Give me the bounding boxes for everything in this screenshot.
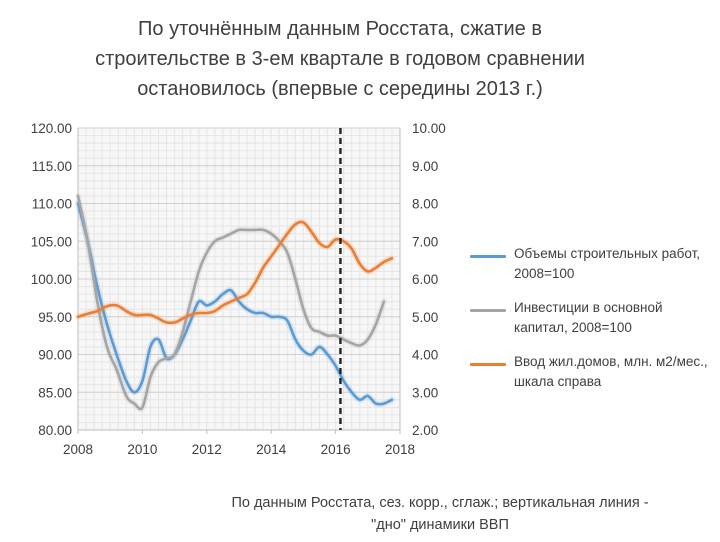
y-right-tick-label: 9.00 [412, 159, 438, 174]
source-note-line-1: По данным Росстата, сез. корр., сглаж.; … [231, 495, 649, 511]
legend-label-housing: Ввод жил.домов, млн. м2/мес., шкала спра… [514, 354, 708, 389]
chart-legend: Объемы строительных работ, 2008=100 Инве… [470, 244, 710, 406]
y-left-tick-label: 90.00 [38, 348, 72, 363]
chart-title-line-3: остановилось (впервые с середины 2013 г.… [137, 78, 543, 100]
y-left-tick-label: 80.00 [38, 423, 72, 438]
x-tick-label: 2010 [127, 442, 157, 457]
legend-item-investment: Инвестиции в основной капитал, 2008=100 [470, 298, 710, 338]
series-line-investment [76, 194, 386, 411]
y-left-tick-label: 100.00 [31, 272, 72, 287]
y-left-tick-label: 105.00 [31, 234, 72, 249]
legend-swatch-investment [470, 309, 506, 312]
y-right-tick-label: 6.00 [412, 272, 438, 287]
y-left-tick-label: 110.00 [32, 197, 72, 212]
legend-swatch-construction [470, 255, 506, 258]
chart-grid [77, 127, 401, 431]
y-right-tick-label: 7.00 [412, 234, 438, 249]
legend-swatch-housing [470, 363, 506, 366]
chart-ticks: 80.00 85.00 90.00 95.00 100.00 105.00 110.00 11… [31, 121, 446, 457]
x-tick-label: 2008 [63, 442, 93, 457]
y-right-tick-label: 10.00 [412, 121, 446, 136]
legend-label-construction: Объемы строительных работ, 2008=100 [514, 246, 701, 281]
series-line-construction [76, 202, 394, 406]
legend-label-investment: Инвестиции в основной капитал, 2008=100 [514, 300, 663, 335]
y-right-tick-label: 3.00 [412, 385, 438, 400]
chart-title: По уточнённым данным Росстата, сжатие в … [60, 14, 620, 104]
x-tick-label: 2014 [256, 442, 287, 457]
source-note: По данным Росстата, сез. корр., сглаж.; … [170, 492, 710, 536]
y-left-tick-label: 120.00 [31, 121, 72, 136]
x-tick-label: 2016 [321, 442, 351, 457]
y-left-tick-label: 115.00 [32, 159, 72, 174]
y-right-tick-label: 5.00 [412, 310, 438, 325]
legend-item-construction: Объемы строительных работ, 2008=100 [470, 244, 710, 284]
chart-title-line-1: По уточнённым данным Росстата, сжатие в [138, 18, 542, 40]
y-right-tick-label: 8.00 [412, 197, 438, 212]
legend-item-housing: Ввод жил.домов, млн. м2/мес., шкала спра… [470, 352, 710, 392]
x-tick-label: 2018 [385, 442, 415, 457]
y-right-tick-label: 4.00 [412, 348, 438, 363]
chart-axes [77, 128, 401, 434]
y-left-tick-label: 85.00 [38, 385, 72, 400]
source-note-line-2: "дно" динамики ВВП [371, 517, 509, 533]
x-tick-label: 2012 [192, 442, 222, 457]
y-left-tick-label: 95.00 [38, 310, 72, 325]
chart-title-line-2: строительстве в 3-ем квартале в годовом … [95, 48, 585, 70]
y-right-tick-label: 2.00 [412, 423, 438, 438]
